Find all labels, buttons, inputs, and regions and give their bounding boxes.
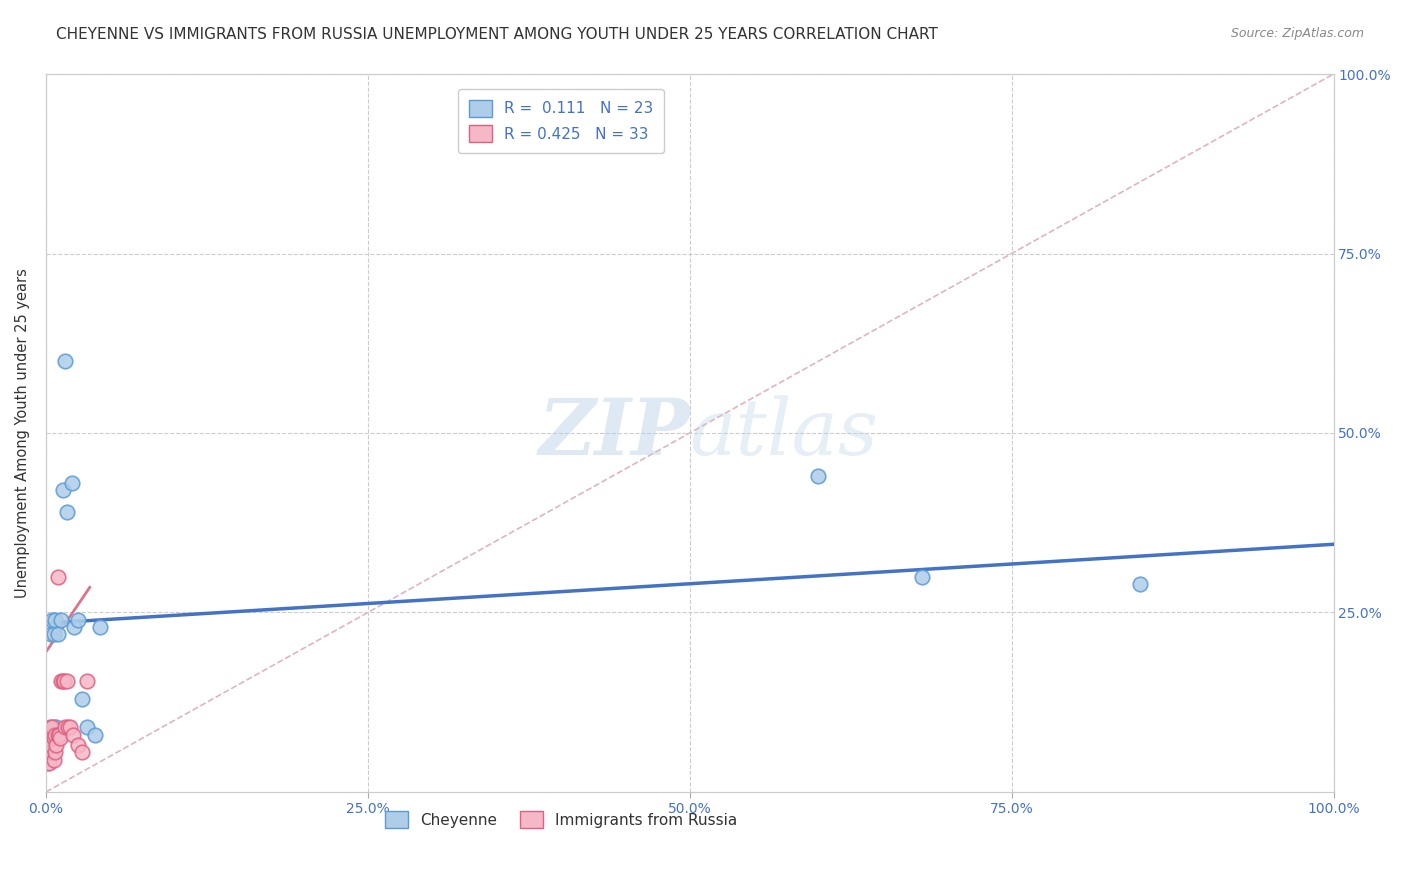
Point [38, 739, 60, 753]
Point [44, 727, 66, 741]
Point [51, 613, 73, 627]
Point [45, 720, 67, 734]
Point [70, 746, 93, 760]
Point [44, 746, 66, 760]
Point [1129, 576, 1152, 591]
Point [38, 746, 60, 760]
Point [52, 483, 75, 498]
Point [45, 739, 67, 753]
Point [38, 735, 60, 749]
Point [41, 613, 63, 627]
Point [83, 727, 105, 741]
Point [42, 753, 65, 767]
Point [42, 627, 65, 641]
Point [49, 731, 72, 745]
Point [46, 627, 69, 641]
Point [53, 673, 76, 688]
Point [51, 673, 73, 688]
Point [46, 569, 69, 583]
Point [807, 469, 830, 483]
Point [70, 691, 93, 706]
Point [39, 739, 62, 753]
Text: ZIP: ZIP [538, 395, 690, 471]
Point [37, 746, 59, 760]
Point [42, 731, 65, 745]
Point [76, 673, 98, 688]
Point [63, 620, 86, 634]
Point [41, 727, 63, 741]
Legend: Cheyenne, Immigrants from Russia: Cheyenne, Immigrants from Russia [378, 805, 744, 835]
Point [38, 727, 60, 741]
Text: atlas: atlas [690, 395, 879, 471]
Point [59, 720, 82, 734]
Point [89, 620, 111, 634]
Point [67, 739, 90, 753]
Point [41, 720, 63, 734]
Point [76, 720, 98, 734]
Point [910, 569, 932, 583]
Point [56, 720, 79, 734]
Point [55, 505, 77, 519]
Point [53, 354, 76, 368]
Point [62, 727, 84, 741]
Point [46, 727, 69, 741]
Point [48, 727, 70, 741]
Point [37, 756, 59, 771]
Point [60, 476, 83, 491]
Text: Source: ZipAtlas.com: Source: ZipAtlas.com [1230, 27, 1364, 40]
Point [37, 739, 59, 753]
Point [41, 727, 63, 741]
Point [38, 756, 60, 771]
Text: CHEYENNE VS IMMIGRANTS FROM RUSSIA UNEMPLOYMENT AMONG YOUTH UNDER 25 YEARS CORRE: CHEYENNE VS IMMIGRANTS FROM RUSSIA UNEMP… [56, 27, 938, 42]
Point [38, 720, 60, 734]
Point [42, 720, 65, 734]
Point [55, 673, 77, 688]
Point [67, 613, 90, 627]
Y-axis label: Unemployment Among Youth under 25 years: Unemployment Among Youth under 25 years [15, 268, 30, 598]
Point [53, 720, 76, 734]
Point [39, 627, 62, 641]
Point [52, 673, 75, 688]
Point [44, 613, 66, 627]
Point [38, 727, 60, 741]
Point [39, 746, 62, 760]
